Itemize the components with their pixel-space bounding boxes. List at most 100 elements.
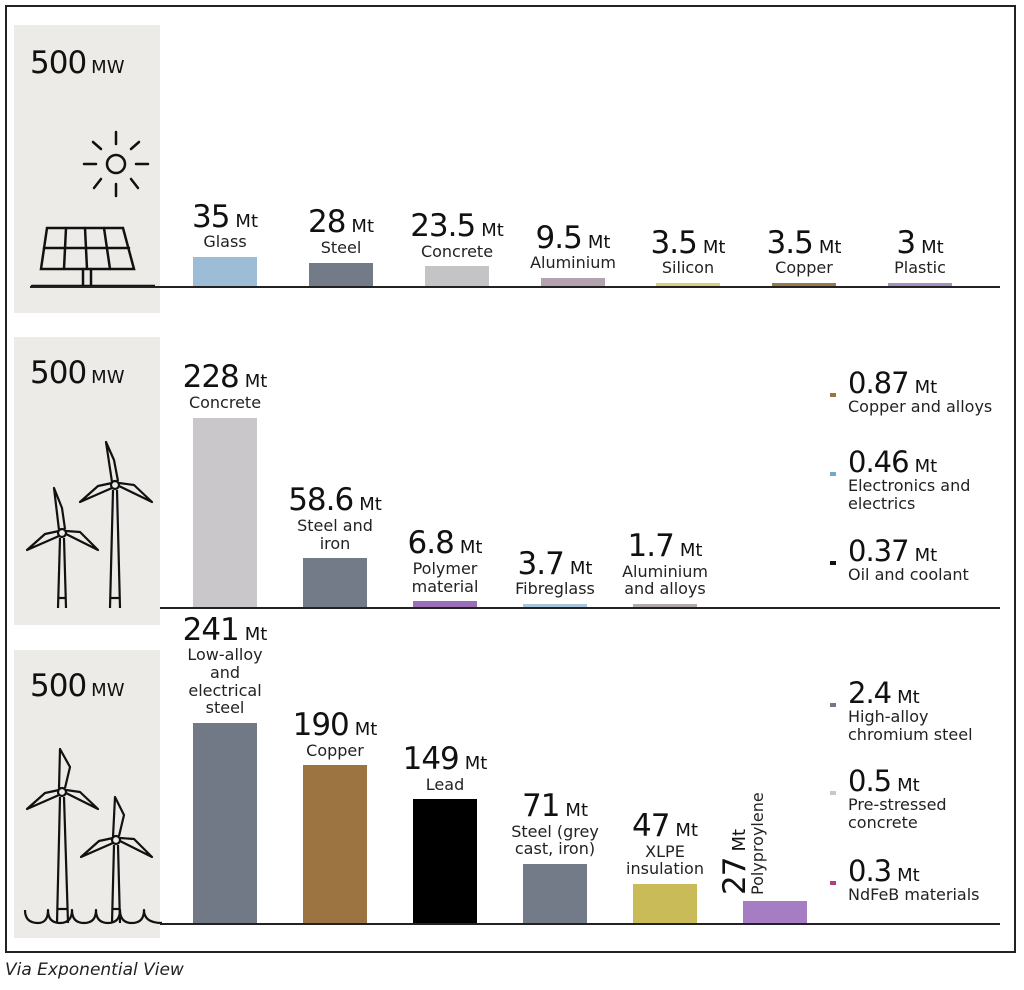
data-label: 28 Mt Steel xyxy=(276,206,406,256)
legend-item: 2.4 Mt High-alloy chromium steel xyxy=(830,678,1020,744)
value-label: 228 xyxy=(182,359,240,396)
bar-concrete xyxy=(193,417,257,607)
capacity-label: 500 MW xyxy=(30,45,125,81)
legend-item: 0.5 Mt Pre-stressed concrete xyxy=(830,766,1020,832)
solar-panel-icon xyxy=(30,130,155,288)
legend-text: 0.87 Mt Copper and alloys xyxy=(848,368,1020,416)
source-caption: Via Exponential View xyxy=(5,960,184,980)
bar-aluminium-and-alloys xyxy=(633,604,697,607)
legend-unit: Mt xyxy=(897,775,920,796)
value-label: 58.6 xyxy=(288,482,354,519)
unit-label: Mt xyxy=(679,540,703,562)
value-label: 149 xyxy=(402,741,460,777)
data-label: 58.6 Mt Steel and iron xyxy=(270,484,400,552)
unit-label: Mt xyxy=(459,537,483,559)
category-label: Glass xyxy=(203,232,247,252)
value-label: 241 xyxy=(182,611,240,648)
value-label: 71 xyxy=(521,788,560,825)
bar-polymer-material xyxy=(413,601,477,607)
legend-label: Pre-stressed concrete xyxy=(848,795,947,833)
data-label: 6.8 Mt Polymer material xyxy=(380,527,510,595)
legend-unit: Mt xyxy=(897,865,920,886)
unit-label: Mt xyxy=(729,828,750,852)
bar-fibreglass xyxy=(523,603,587,607)
category-label: Fibreglass xyxy=(515,579,595,599)
legend-unit: Mt xyxy=(914,456,938,477)
category-label: Polyproylene xyxy=(748,791,767,895)
capacity-value: 500 xyxy=(30,668,87,704)
data-label: 71 Mt Steel (grey cast, iron) xyxy=(490,790,620,858)
legend-text: 0.3 Mt NdFeB materials xyxy=(848,856,1020,904)
unit-label: Mt xyxy=(702,236,726,258)
legend-value: 0.5 xyxy=(848,764,892,798)
unit-label: Mt xyxy=(244,623,268,645)
category-label: Steel (grey cast, iron) xyxy=(511,821,599,859)
legend-item: 0.3 Mt NdFeB materials xyxy=(830,856,1020,904)
category-label: Steel xyxy=(320,237,362,257)
legend-unit: Mt xyxy=(897,687,920,708)
legend-marker xyxy=(830,561,836,565)
bar-steel-and-iron xyxy=(303,558,367,607)
value-label: 47 xyxy=(631,808,670,845)
category-label: Steel and iron xyxy=(297,515,373,553)
value-label: 28 xyxy=(307,204,346,241)
capacity-unit: MW xyxy=(91,57,125,78)
data-label: 190 Mt Copper xyxy=(270,709,400,759)
baseline xyxy=(160,607,1000,609)
legend-label: NdFeB materials xyxy=(848,885,980,905)
legend-text: 0.5 Mt Pre-stressed concrete xyxy=(848,766,1020,832)
value-label: 3.7 xyxy=(517,545,565,582)
category-label: Copper xyxy=(775,258,833,278)
legend-label: High-alloy chromium steel xyxy=(848,707,973,745)
category-label: Aluminium and alloys xyxy=(622,561,708,599)
unit-label: Mt xyxy=(354,718,378,740)
bar-lead xyxy=(413,799,477,923)
legend-marker xyxy=(830,703,836,707)
data-label: 149 Mt Lead xyxy=(380,743,510,793)
data-label: 23.5 Mt Concrete xyxy=(392,210,522,260)
bar-steel xyxy=(309,262,373,286)
legend-text: 0.37 Mt Oil and coolant xyxy=(848,536,1020,584)
onshore-wind-turbines-icon xyxy=(25,440,154,609)
capacity-unit: MW xyxy=(91,680,125,701)
bar-glass xyxy=(193,256,257,286)
value-label: 9.5 xyxy=(535,219,583,256)
value-label: 3.5 xyxy=(766,224,814,261)
unit-label: Mt xyxy=(921,236,944,258)
bar-copper xyxy=(772,283,836,286)
legend-value: 0.46 xyxy=(848,445,910,479)
bar-aluminium xyxy=(541,278,605,286)
data-label: 1.7 Mt Aluminium and alloys xyxy=(600,530,730,598)
legend-marker xyxy=(830,791,836,795)
category-label: Polymer material xyxy=(411,558,479,596)
data-label: 27Mt Polyproylene xyxy=(717,792,767,895)
legend-marker xyxy=(830,881,836,885)
legend-text: 2.4 Mt High-alloy chromium steel xyxy=(848,678,1020,744)
category-label: Concrete xyxy=(420,241,494,261)
legend-item: 0.46 Mt Electronics and electrics xyxy=(830,447,1020,513)
bar-plastic xyxy=(888,283,952,286)
baseline xyxy=(30,286,1000,288)
infographic-frame xyxy=(5,5,1016,953)
offshore-wind-turbines-icon xyxy=(23,747,162,925)
legend-label: Electronics and electrics xyxy=(848,476,971,514)
data-label: 3.5 Mt Copper xyxy=(739,224,869,278)
legend-item: 0.87 Mt Copper and alloys xyxy=(830,368,1020,416)
bar-low-alloy-and-electrical-steel xyxy=(193,722,257,923)
bar-silicon xyxy=(656,283,720,286)
unit-label: Mt xyxy=(359,494,382,516)
category-label: Concrete xyxy=(188,392,262,412)
category-label: Plastic xyxy=(894,258,946,278)
legend-marker xyxy=(830,472,836,476)
legend-value: 0.87 xyxy=(848,366,910,400)
legend-value: 2.4 xyxy=(848,676,892,710)
category-label: Low-alloy and electrical steel xyxy=(187,645,263,718)
unit-label: Mt xyxy=(818,236,842,258)
legend-item: 0.37 Mt Oil and coolant xyxy=(830,536,1020,584)
legend-label: Copper and alloys xyxy=(848,397,993,417)
value-label: 6.8 xyxy=(407,525,455,562)
capacity-panel xyxy=(14,650,160,938)
bar-polyproylene xyxy=(743,900,807,923)
capacity-label: 500 MW xyxy=(30,668,125,704)
legend-unit: Mt xyxy=(914,377,938,398)
